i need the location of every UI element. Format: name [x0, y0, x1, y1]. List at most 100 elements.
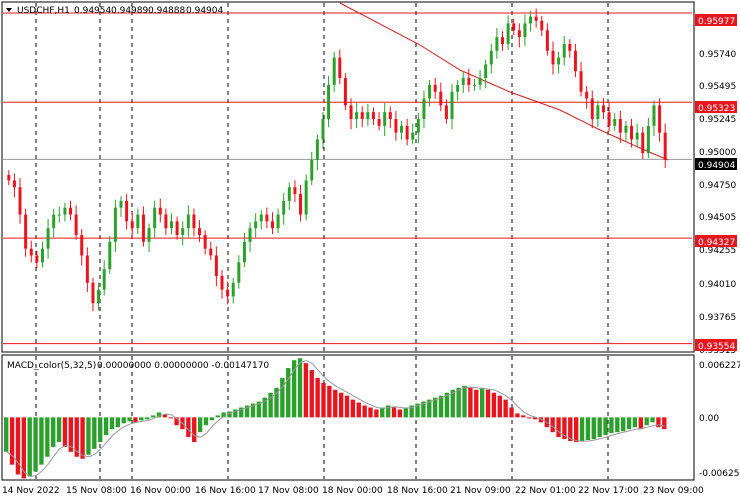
bear-candle	[439, 91, 443, 106]
bull-candle	[652, 105, 656, 126]
price-tick: 0.94255	[699, 246, 736, 256]
macd-axis: 0.0062273 0.00 -0.006256	[699, 361, 740, 479]
macd-bar	[215, 415, 220, 418]
macd-bar	[145, 417, 150, 420]
bull-candle	[102, 269, 106, 290]
macd-bar	[133, 417, 138, 423]
macd-bar	[309, 370, 314, 418]
macd-bar	[573, 417, 579, 442]
macd-bar	[456, 387, 461, 418]
bear-candle	[630, 125, 634, 140]
macd-bar	[280, 377, 285, 418]
bull-candle	[472, 84, 476, 86]
macd-bar	[532, 417, 538, 420]
svg-text:0.94904: 0.94904	[698, 161, 735, 171]
time-label: 23 Nov 09:00	[643, 486, 704, 496]
bear-candle	[141, 214, 145, 242]
macd-bar	[497, 395, 502, 418]
macd-bar	[168, 417, 173, 419]
time-label: 15 Nov 08:00	[66, 486, 127, 496]
bear-candle	[568, 43, 572, 51]
macd-bar	[239, 407, 244, 418]
macd-bar	[344, 395, 350, 418]
level-label-1: 0.95323	[695, 101, 737, 114]
macd-bar	[597, 417, 602, 438]
macd-bar	[250, 403, 256, 418]
macd-bar	[615, 417, 620, 433]
macd-bar	[579, 417, 585, 442]
bear-candle	[540, 20, 544, 31]
bull-candle	[248, 228, 252, 242]
time-label: 22 Nov 01:00	[515, 486, 576, 496]
bear-candle	[29, 248, 33, 256]
time-label: 16 Nov 16:00	[195, 486, 256, 496]
time-label: 22 Nov 17:00	[578, 486, 639, 496]
chart-header: USDCHF,H1 0.94954 0.94989 0.94888 0.9490…	[6, 6, 223, 16]
bear-candle	[85, 255, 89, 283]
bear-candle	[209, 248, 213, 256]
macd-tick: -0.006256	[699, 469, 740, 479]
macd-bar	[51, 417, 56, 447]
time-label: 18 Nov 00:00	[322, 486, 383, 496]
bull-candle	[422, 98, 426, 119]
symbol-label: USDCHF,H1	[17, 6, 70, 16]
macd-bar	[156, 412, 162, 418]
bear-candle	[338, 57, 342, 79]
macd-bar	[421, 401, 426, 418]
macd-bar	[620, 417, 626, 432]
bull-candle	[46, 228, 50, 249]
bear-candle	[360, 112, 364, 119]
macd-bar	[15, 417, 21, 475]
close-value: 0.94904	[186, 6, 223, 16]
bull-candle	[506, 23, 510, 44]
bear-candle	[220, 275, 224, 290]
svg-text:0.94327: 0.94327	[698, 238, 735, 248]
bear-candle	[175, 221, 179, 235]
svg-text:0.95323: 0.95323	[698, 104, 735, 114]
macd-bar	[638, 417, 643, 430]
price-tick: 0.95740	[699, 50, 736, 60]
bull-candle	[596, 105, 600, 119]
macd-bar	[415, 403, 420, 418]
bull-candle	[231, 282, 235, 297]
bear-candle	[590, 98, 594, 119]
bull-candle	[428, 84, 432, 99]
macd-bar	[609, 417, 614, 434]
bull-candle	[136, 214, 140, 229]
open-value: 0.94954	[74, 6, 111, 16]
macd-bar	[9, 417, 15, 465]
collapse-triangle-icon[interactable]	[6, 8, 12, 12]
bull-candle	[40, 248, 44, 263]
macd-panel[interactable]: MACD_color(5,32,5) 0.00000000 0.00000000…	[1, 354, 695, 481]
bull-candle	[450, 91, 454, 119]
price-tick: 0.94010	[699, 280, 736, 290]
bear-candle	[467, 78, 471, 85]
bear-candle	[130, 221, 134, 229]
macd-bar	[327, 385, 332, 418]
macd-bar	[350, 399, 356, 418]
macd-bar	[139, 417, 144, 421]
moving-average-line	[339, 2, 669, 161]
bear-candle	[663, 132, 667, 160]
bull-candle	[52, 214, 56, 229]
bear-candle	[293, 187, 297, 195]
macd-bar	[121, 417, 126, 424]
bear-candle	[607, 112, 611, 126]
level-labels: 0.95977 0.95323 0.94904 0.94327 0.93554	[695, 14, 737, 352]
macd-bar	[268, 392, 273, 418]
price-panel[interactable]	[1, 1, 695, 353]
macd-bar	[427, 399, 432, 418]
bear-candle	[512, 23, 516, 31]
bear-candle	[164, 214, 168, 229]
candles	[7, 8, 667, 312]
bear-candle	[658, 105, 662, 133]
macd-bar	[27, 417, 32, 477]
bull-candle	[484, 64, 488, 79]
bull-candle	[613, 119, 617, 126]
bear-candle	[501, 37, 504, 44]
macd-bar	[479, 387, 485, 418]
bull-candle	[315, 139, 319, 160]
macd-bar	[650, 417, 655, 423]
bull-candle	[259, 214, 263, 222]
